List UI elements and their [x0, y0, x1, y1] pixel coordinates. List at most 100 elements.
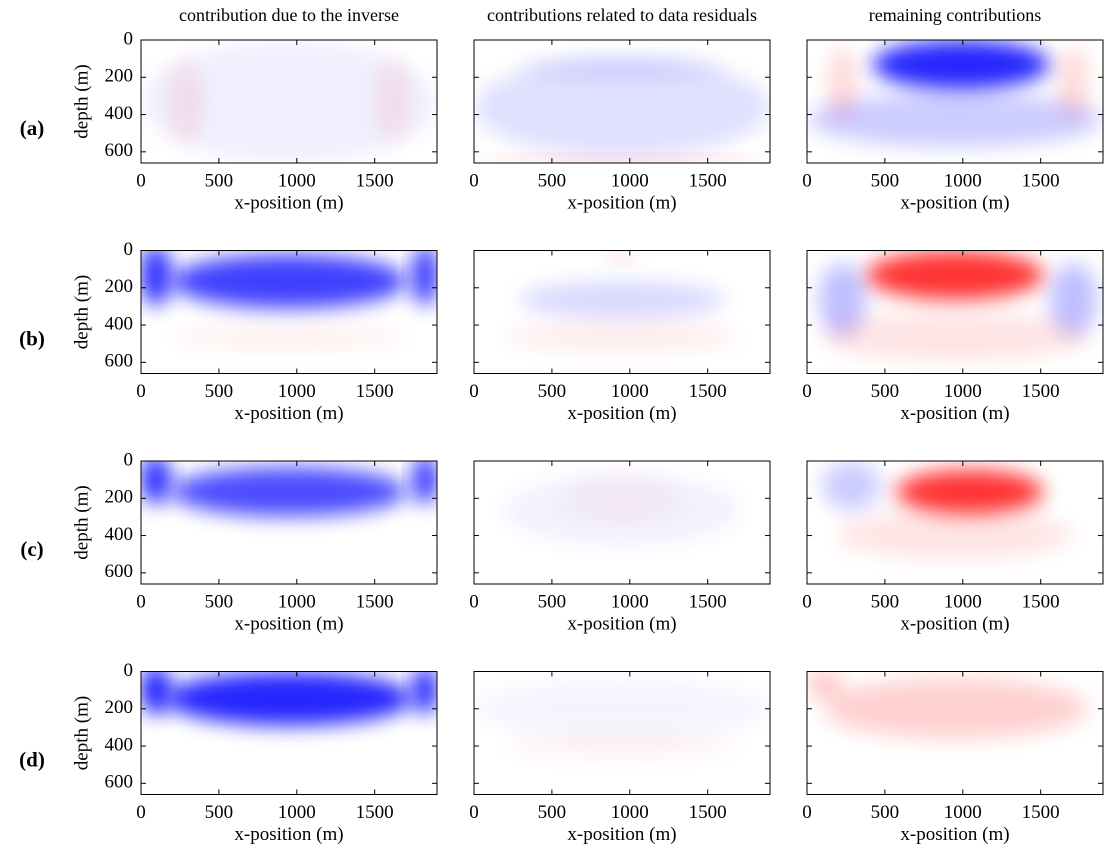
x-tick-label: 0	[469, 591, 479, 612]
x-tick-label: 500	[871, 802, 900, 823]
x-tick-label: 1500	[1022, 591, 1060, 612]
field-blob	[167, 58, 204, 145]
x-axis-label: x-position (m)	[900, 613, 1009, 634]
x-tick-label: 500	[205, 591, 234, 612]
x-tick-label: 1500	[689, 170, 727, 191]
heatmap-field	[141, 250, 437, 349]
x-tick-label: 500	[538, 170, 567, 191]
panel-title: remaining contributions	[869, 5, 1041, 25]
field-blob	[141, 461, 171, 505]
heatmap-field	[474, 57, 770, 163]
x-tick-label: 1500	[689, 591, 727, 612]
x-tick-label: 0	[469, 381, 479, 402]
x-tick-label: 0	[136, 802, 146, 823]
plot-frame	[473, 39, 771, 164]
x-tick-label: 1500	[1022, 381, 1060, 402]
field-blob	[503, 321, 741, 352]
y-tick-label: 0	[124, 449, 134, 470]
y-tick-label: 400	[105, 103, 134, 124]
field-blob	[607, 250, 637, 263]
field-blob	[821, 312, 1089, 362]
y-axis-label: depth (m)	[71, 275, 92, 349]
field-blob	[141, 250, 171, 306]
y-tick-label: 400	[105, 524, 134, 545]
y-tick-label: 600	[105, 772, 134, 793]
x-tick-label: 0	[469, 802, 479, 823]
panel-label: (a)	[20, 116, 45, 140]
field-blob	[474, 58, 770, 157]
field-blob	[170, 254, 408, 309]
x-tick-label: 1500	[689, 802, 727, 823]
x-tick-label: 0	[802, 591, 812, 612]
field-blob	[141, 671, 171, 715]
x-axis-label: x-position (m)	[900, 192, 1009, 213]
heatmap-field	[503, 250, 741, 352]
x-tick-label: 500	[538, 802, 567, 823]
heatmap-field	[818, 250, 1098, 362]
plot-frame	[140, 671, 438, 795]
field-blob	[807, 671, 843, 697]
x-tick-label: 1000	[278, 802, 316, 823]
x-tick-label: 0	[802, 381, 812, 402]
heatmap-field	[503, 473, 741, 548]
field-blob	[503, 733, 741, 758]
field-blob	[836, 510, 1074, 560]
heatmap-field	[807, 671, 1089, 740]
x-tick-label: 0	[469, 170, 479, 191]
x-axis-label: x-position (m)	[900, 403, 1009, 424]
x-axis-label: x-position (m)	[567, 192, 676, 213]
x-tick-label: 1500	[689, 381, 727, 402]
x-tick-label: 1500	[356, 802, 394, 823]
x-tick-label: 500	[871, 591, 900, 612]
field-blob	[866, 250, 1044, 300]
x-tick-label: 0	[802, 802, 812, 823]
panel-label: (b)	[19, 326, 45, 350]
x-tick-label: 500	[205, 381, 234, 402]
field-blob	[1049, 262, 1098, 337]
x-tick-label: 0	[136, 381, 146, 402]
y-axis-label: depth (m)	[71, 64, 92, 138]
x-tick-label: 500	[871, 170, 900, 191]
field-blob	[895, 469, 1044, 514]
field-blob	[827, 46, 858, 120]
y-tick-label: 400	[105, 313, 134, 334]
plot-frame	[473, 671, 771, 795]
x-tick-label: 1000	[944, 170, 982, 191]
x-axis-label: x-position (m)	[234, 613, 343, 634]
plot-frame	[806, 460, 1104, 585]
x-axis-label: x-position (m)	[234, 403, 343, 424]
field-blob	[1058, 46, 1089, 120]
x-tick-label: 1000	[278, 381, 316, 402]
field-blob	[518, 57, 726, 77]
plot-frame	[140, 39, 438, 164]
x-tick-label: 1000	[611, 591, 649, 612]
x-axis-label: x-position (m)	[234, 192, 343, 213]
plot-frame	[140, 250, 438, 374]
heatmap-field	[141, 40, 437, 163]
x-axis-label: x-position (m)	[567, 613, 676, 634]
field-blob	[170, 467, 408, 517]
x-axis-label: x-position (m)	[234, 824, 343, 845]
field-blob	[170, 324, 408, 349]
field-blob	[141, 40, 437, 163]
x-tick-label: 1500	[1022, 802, 1060, 823]
x-tick-label: 1500	[356, 170, 394, 191]
field-blob	[374, 58, 411, 145]
panel-label: (d)	[19, 747, 45, 771]
y-tick-label: 200	[105, 487, 134, 508]
field-blob	[807, 92, 1103, 148]
y-tick-label: 200	[105, 66, 134, 87]
y-axis-label: depth (m)	[71, 696, 92, 770]
x-tick-label: 500	[871, 381, 900, 402]
panel-label: (c)	[20, 537, 43, 561]
heatmap-field	[474, 677, 770, 758]
x-tick-label: 1500	[1022, 170, 1060, 191]
field-blob	[872, 40, 1050, 90]
x-tick-label: 1000	[944, 381, 982, 402]
plot-frame	[806, 250, 1104, 374]
field-blob	[821, 461, 882, 511]
panel-title: contributions related to data residuals	[487, 5, 757, 25]
heatmap-field	[821, 461, 1074, 560]
panel-title: contribution due to the inverse	[179, 5, 399, 25]
